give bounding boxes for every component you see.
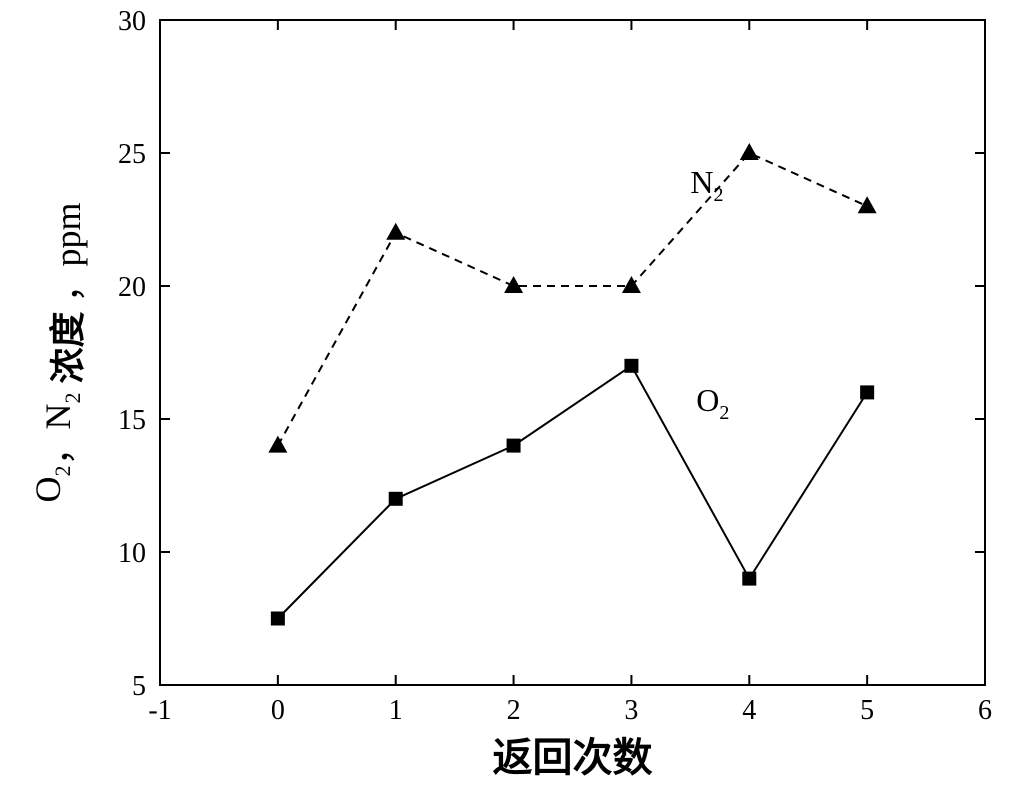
marker-triangle bbox=[622, 276, 641, 293]
x-tick-label: 1 bbox=[389, 695, 403, 726]
x-tick-label: 6 bbox=[978, 695, 992, 726]
chart-svg: -1 0 1 2 3 4 5 6 5 10 15 20 25 30 N2 O2 返回次数 O2，N2 浓度 ，pp… bbox=[0, 0, 1031, 785]
marker-square bbox=[860, 385, 874, 399]
series-line-o2 bbox=[278, 366, 867, 619]
y-tick-label: 5 bbox=[132, 671, 146, 702]
marker-triangle bbox=[858, 196, 877, 213]
marker-square bbox=[624, 359, 638, 373]
chart-container: -1 0 1 2 3 4 5 6 5 10 15 20 25 30 N2 O2 返回次数 O2，N2 浓度 ，pp… bbox=[0, 0, 1031, 785]
y-tick-label: 20 bbox=[118, 272, 146, 303]
series-label-n2: N2 bbox=[690, 164, 723, 206]
y-tick-label: 25 bbox=[118, 139, 146, 170]
x-axis-label: 返回次数 bbox=[493, 735, 653, 780]
plot-frame bbox=[160, 20, 985, 685]
marker-square bbox=[389, 492, 403, 506]
x-tick-label: 2 bbox=[507, 695, 521, 726]
x-tick-label: 0 bbox=[271, 695, 285, 726]
y-tick-label: 15 bbox=[118, 405, 146, 436]
marker-triangle bbox=[504, 276, 523, 293]
x-tick-label: 4 bbox=[742, 695, 756, 726]
marker-triangle bbox=[386, 223, 405, 240]
marker-triangle bbox=[740, 143, 759, 160]
series-label-o2: O2 bbox=[696, 382, 729, 424]
svg-text:O2，N2 浓度 ，ppm: O2，N2 浓度 ，ppm bbox=[28, 202, 88, 502]
marker-square bbox=[507, 439, 521, 453]
y-axis-label: O2，N2 浓度 ，ppm bbox=[28, 202, 88, 502]
y-tick-label: 10 bbox=[118, 538, 146, 569]
marker-triangle bbox=[268, 436, 287, 453]
x-tick-label: 5 bbox=[860, 695, 874, 726]
marker-square bbox=[742, 572, 756, 586]
y-tick-label: 30 bbox=[118, 6, 146, 37]
x-tick-label: 3 bbox=[624, 695, 638, 726]
marker-square bbox=[271, 612, 285, 626]
series-line-n2 bbox=[278, 153, 867, 446]
x-tick-label: -1 bbox=[148, 695, 171, 726]
